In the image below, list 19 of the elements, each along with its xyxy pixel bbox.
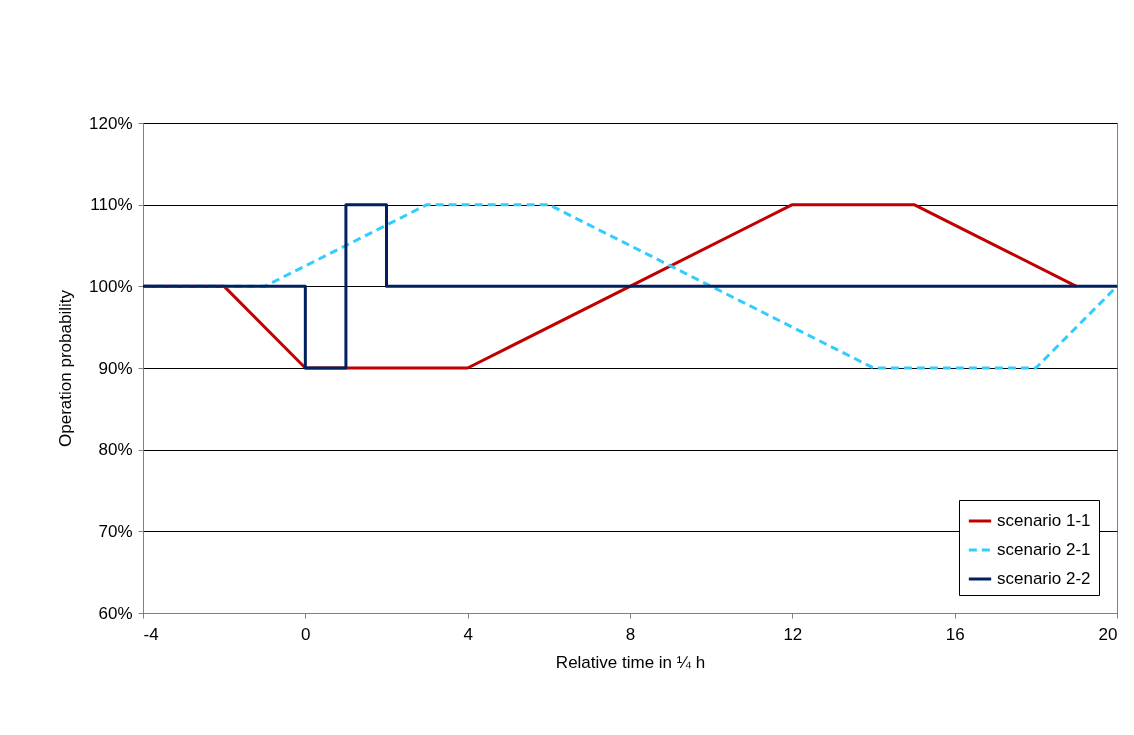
y-tick-label: 100% <box>89 276 133 296</box>
x-tick-label: 4 <box>463 624 473 644</box>
y-tick-label: 80% <box>98 440 133 460</box>
x-tick-label: -4 <box>143 624 159 644</box>
legend-label: scenario 1-1 <box>997 511 1091 530</box>
x-tick-label: 12 <box>783 624 803 644</box>
x-tick-label: 16 <box>945 624 965 644</box>
legend-label: scenario 2-2 <box>997 569 1091 588</box>
y-axis-title: Operation probability <box>56 289 76 447</box>
x-tick-label: 8 <box>625 624 636 644</box>
y-tick-label: 120% <box>89 113 133 133</box>
y-tick-label: 70% <box>98 521 133 541</box>
x-axis-title: Relative time in ¼ h <box>555 652 706 672</box>
x-tick-label: 20 <box>1098 624 1118 644</box>
x-tick-label: 0 <box>301 624 311 644</box>
legend-label: scenario 2-1 <box>997 540 1091 559</box>
y-tick-label: 90% <box>98 358 133 378</box>
y-tick-label: 110% <box>90 195 133 215</box>
y-tick-label: 60% <box>98 603 133 623</box>
